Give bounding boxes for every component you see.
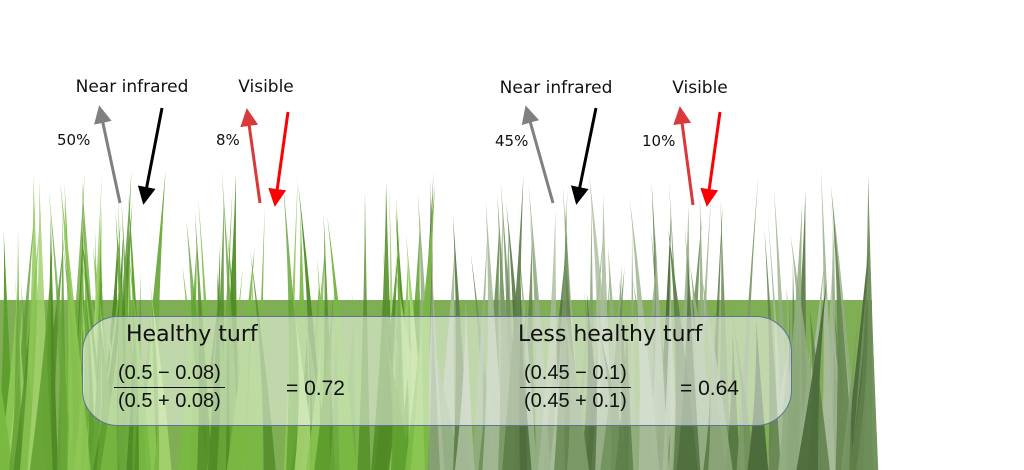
visible-reflectance: 8%: [216, 131, 240, 149]
nir-reflected-arrow: [94, 105, 122, 204]
healthy-result: = 0.72: [286, 377, 345, 400]
healthy-title: Healthy turf: [126, 322, 258, 347]
numerator: (0.5 − 0.08): [114, 362, 225, 388]
grass-blade: [48, 188, 73, 470]
nir-label: Near infrared: [499, 78, 613, 98]
grass-blade: [100, 325, 120, 470]
visible-reflected-arrow: [673, 106, 695, 206]
numerator: (0.45 − 0.1): [520, 362, 631, 388]
denominator: (0.5 + 0.08): [118, 390, 221, 412]
nir-reflectance: 45%: [495, 132, 529, 150]
grass-blade: [851, 248, 870, 470]
visible-label: Visible: [238, 77, 294, 97]
grass-blade: [29, 248, 53, 470]
less-healthy-fraction: (0.45 − 0.1) (0.45 + 0.1): [520, 362, 631, 413]
grass-blade: [841, 315, 859, 470]
nir-reflectance: 50%: [57, 131, 91, 149]
grass-blade: [820, 170, 836, 470]
visible-incoming-arrow: [268, 111, 290, 207]
grass-blade: [796, 281, 827, 470]
grass-blade: [306, 332, 322, 470]
grass-blade: [832, 196, 854, 470]
grass-blade: [779, 203, 804, 470]
less-healthy-title: Less healthy turf: [518, 322, 703, 347]
nir-incoming-arrow: [137, 107, 164, 205]
nir-label: Near infrared: [75, 77, 189, 97]
visible-reflectance: 10%: [642, 132, 676, 150]
visible-label: Visible: [672, 78, 728, 98]
visible-incoming-arrow: [700, 111, 722, 207]
nir-reflected-arrow: [521, 105, 555, 204]
grass-blade: [862, 207, 879, 470]
grass-blade: [0, 379, 13, 470]
grass-blade: [11, 227, 23, 470]
grass-blade: [314, 294, 334, 470]
denominator: (0.45 + 0.1): [524, 390, 627, 412]
healthy-fraction: (0.5 − 0.08) (0.5 + 0.08): [114, 362, 225, 413]
nir-incoming-arrow: [570, 107, 598, 205]
visible-reflected-arrow: [240, 108, 262, 204]
less-healthy-result: = 0.64: [680, 377, 739, 400]
ndvi-panel: [82, 316, 792, 426]
